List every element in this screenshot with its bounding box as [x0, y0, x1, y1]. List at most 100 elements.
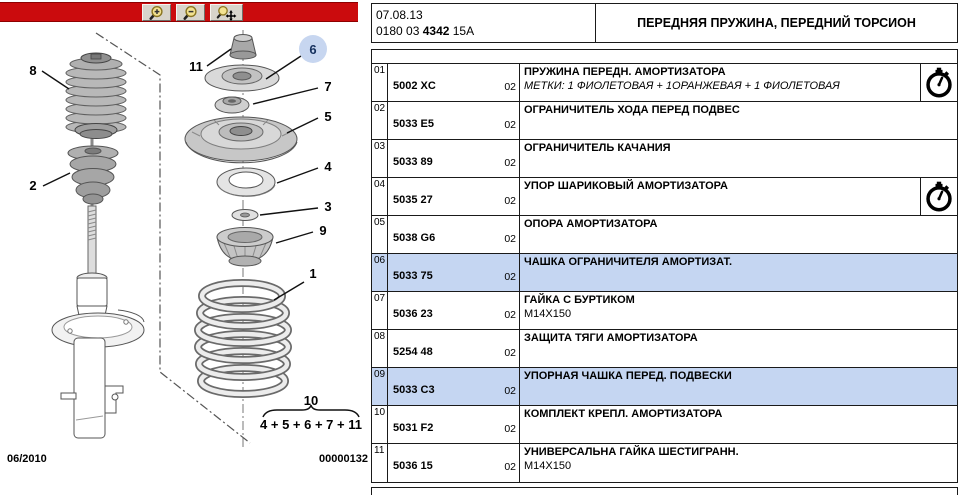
ref-cell: 05: [372, 216, 388, 253]
callout-11[interactable]: 11: [189, 59, 203, 74]
part-cell: 5035 27 02: [388, 178, 520, 215]
ref-cell: 02: [372, 102, 388, 139]
desc-cell: ЧАШКА ОГРАНИЧИТЕЛЯ АМОРТИЗАТ.: [520, 254, 957, 291]
desc-cell: УНИВЕРСАЛЬНА ГАЙКА ШЕСТИГРАНН. M14X150: [520, 444, 957, 482]
desc-cell: ОГРАНИЧИТЕЛЬ КАЧАНИЯ: [520, 140, 957, 177]
coil-spring-part: [194, 279, 292, 398]
stopwatch-icon: [926, 67, 952, 97]
magnifier-move-icon: [216, 5, 236, 21]
part-description: УНИВЕРСАЛЬНА ГАЙКА ШЕСТИГРАНН.: [524, 446, 739, 458]
table-row-10[interactable]: 10 5031 F2 02 КОМПЛЕКТ КРЕПЛ. АМОРТИЗАТО…: [372, 406, 957, 444]
next-section-box: [371, 487, 958, 495]
exploded-view-diagram: 8 2 11 6 7 5 4 3 9 1 10 4 + 5 + 6 + 7 + …: [29, 30, 362, 450]
part-number: 5002 XC: [393, 80, 436, 92]
table-row-03[interactable]: 03 5033 89 02 ОГРАНИЧИТЕЛЬ КАЧАНИЯ: [372, 140, 957, 178]
part-description: ЧАШКА ОГРАНИЧИТЕЛЯ АМОРТИЗАТ.: [524, 256, 733, 268]
part-description: ЗАЩИТА ТЯГИ АМОРТИЗАТОРА: [524, 332, 698, 344]
callout-7[interactable]: 7: [324, 79, 331, 94]
spring-cup-part: [216, 227, 274, 267]
callout-6-selected[interactable]: 6: [309, 42, 316, 57]
ref-cell: 01: [372, 64, 388, 101]
part-description: УПОРНАЯ ЧАШКА ПЕРЕД. ПОДВЕСКИ: [524, 370, 732, 382]
table-row-01[interactable]: 01 5002 XC 02 ПРУЖИНА ПЕРЕДН. АМОРТИЗАТО…: [372, 64, 957, 102]
callout-9[interactable]: 9: [319, 223, 326, 238]
callout-5[interactable]: 5: [324, 109, 331, 124]
table-row-07[interactable]: 07 5036 23 02 ГАЙКА С БУРТИКОМ M14X150: [372, 292, 957, 330]
desc-cell: ЗАЩИТА ТЯГИ АМОРТИЗАТОРА: [520, 330, 957, 367]
part-description: КОМПЛЕКТ КРЕПЛ. АМОРТИЗАТОРА: [524, 408, 723, 420]
icon-cell: [920, 64, 957, 101]
diagram-date: 06/2010: [7, 453, 47, 465]
quantity: 02: [504, 119, 516, 131]
table-row-06-selected[interactable]: 06 5033 75 02 ЧАШКА ОГРАНИЧИТЕЛЯ АМОРТИЗ…: [372, 254, 957, 292]
table-row-04[interactable]: 04 5035 27 02 УПОР ШАРИКОВЫЙ АМОРТИЗАТОР…: [372, 178, 957, 216]
table-row-05[interactable]: 05 5038 G6 02 ОПОРА АМОРТИЗАТОРА: [372, 216, 957, 254]
callout-8[interactable]: 8: [29, 63, 36, 78]
table-row-02[interactable]: 02 5033 E5 02 ОГРАНИЧИТЕЛЬ ХОДА ПЕРЕД ПО…: [372, 102, 957, 140]
quantity: 02: [504, 347, 516, 359]
quantity: 02: [504, 81, 516, 93]
part-number: 5036 23: [393, 308, 433, 320]
table-row-11[interactable]: 11 5036 15 02 УНИВЕРСАЛЬНА ГАЙКА ШЕСТИГР…: [372, 444, 957, 482]
table-spacer-row: [372, 50, 957, 64]
part-number: 5033 75: [393, 270, 433, 282]
callout-6-highlight-circle: [299, 35, 327, 63]
part-cell: 5031 F2 02: [388, 406, 520, 443]
table-row-09-selected[interactable]: 09 5033 C3 02 УПОРНАЯ ЧАШКА ПЕРЕД. ПОДВЕ…: [372, 368, 957, 406]
table-row-08[interactable]: 08 5254 48 02 ЗАЩИТА ТЯГИ АМОРТИЗАТОРА: [372, 330, 957, 368]
callout-1[interactable]: 1: [309, 266, 316, 281]
part-number: 5033 89: [393, 156, 433, 168]
part-cell: 5254 48 02: [388, 330, 520, 367]
quantity: 02: [504, 461, 516, 473]
formula-brace: [262, 404, 360, 418]
part-description: УПОР ШАРИКОВЫЙ АМОРТИЗАТОРА: [524, 180, 728, 192]
part-description: ПРУЖИНА ПЕРЕДН. АМОРТИЗАТОРА: [524, 66, 726, 78]
desc-cell: ОПОРА АМОРТИЗАТОРА: [520, 216, 957, 253]
bearing-part: [216, 167, 276, 197]
cup-washer-part: [204, 64, 280, 92]
desc-cell: УПОРНАЯ ЧАШКА ПЕРЕД. ПОДВЕСКИ: [520, 368, 957, 405]
quantity: 02: [504, 309, 516, 321]
part-note: M14X150: [524, 459, 572, 472]
page-title: ПЕРЕДНЯЯ ПРУЖИНА, ПЕРЕДНИЙ ТОРСИОН: [637, 16, 916, 30]
ref-cell: 10: [372, 406, 388, 443]
part-cell: 5033 89 02: [388, 140, 520, 177]
part-cell: 5036 23 02: [388, 292, 520, 329]
part-cell: 5036 15 02: [388, 444, 520, 482]
part-cell: 5038 G6 02: [388, 216, 520, 253]
magnifier-plus-icon: [148, 5, 163, 20]
quantity: 02: [504, 385, 516, 397]
callout-2[interactable]: 2: [29, 178, 36, 193]
part-description: ОГРАНИЧИТЕЛЬ ХОДА ПЕРЕД ПОДВЕС: [524, 104, 740, 116]
ref-cell: 07: [372, 292, 388, 329]
quantity: 02: [504, 423, 516, 435]
zoom-pan-button[interactable]: [210, 4, 243, 21]
callout-10[interactable]: 10: [304, 393, 318, 408]
ref-cell: 06: [372, 254, 388, 291]
strut-part: [51, 205, 145, 439]
diagram-zoom-toolbar: [0, 2, 358, 22]
ref-cell: 03: [372, 140, 388, 177]
diagram-sheet-number: 00000132: [319, 453, 368, 465]
leader-lines: [41, 48, 319, 301]
part-number: 5038 G6: [393, 232, 436, 244]
part-description: ОПОРА АМОРТИЗАТОРА: [524, 218, 658, 230]
flat-washer-part: [231, 209, 259, 221]
part-number: 5036 15: [393, 460, 433, 472]
callout-4[interactable]: 4: [324, 159, 332, 174]
part-cell: 5033 E5 02: [388, 102, 520, 139]
callout-3[interactable]: 3: [324, 199, 331, 214]
bump-stop-part: [67, 145, 119, 205]
zoom-in-button[interactable]: [142, 4, 171, 21]
parts-table: 01 5002 XC 02 ПРУЖИНА ПЕРЕДН. АМОРТИЗАТО…: [371, 49, 958, 483]
desc-cell: ГАЙКА С БУРТИКОМ M14X150: [520, 292, 957, 329]
stopwatch-icon: [926, 181, 952, 211]
ref-cell: 09: [372, 368, 388, 405]
zoom-out-button[interactable]: [176, 4, 205, 21]
part-number: 5035 27: [393, 194, 433, 206]
part-description: ГАЙКА С БУРТИКОМ: [524, 294, 635, 306]
part-number: 5031 F2: [393, 422, 434, 434]
magnifier-minus-icon: [182, 5, 197, 20]
part-note: МЕТКИ: 1 ФИОЛЕТОВАЯ + 1ОРАНЖЕВАЯ + 1 ФИО…: [524, 79, 840, 92]
part-description: ОГРАНИЧИТЕЛЬ КАЧАНИЯ: [524, 142, 671, 154]
